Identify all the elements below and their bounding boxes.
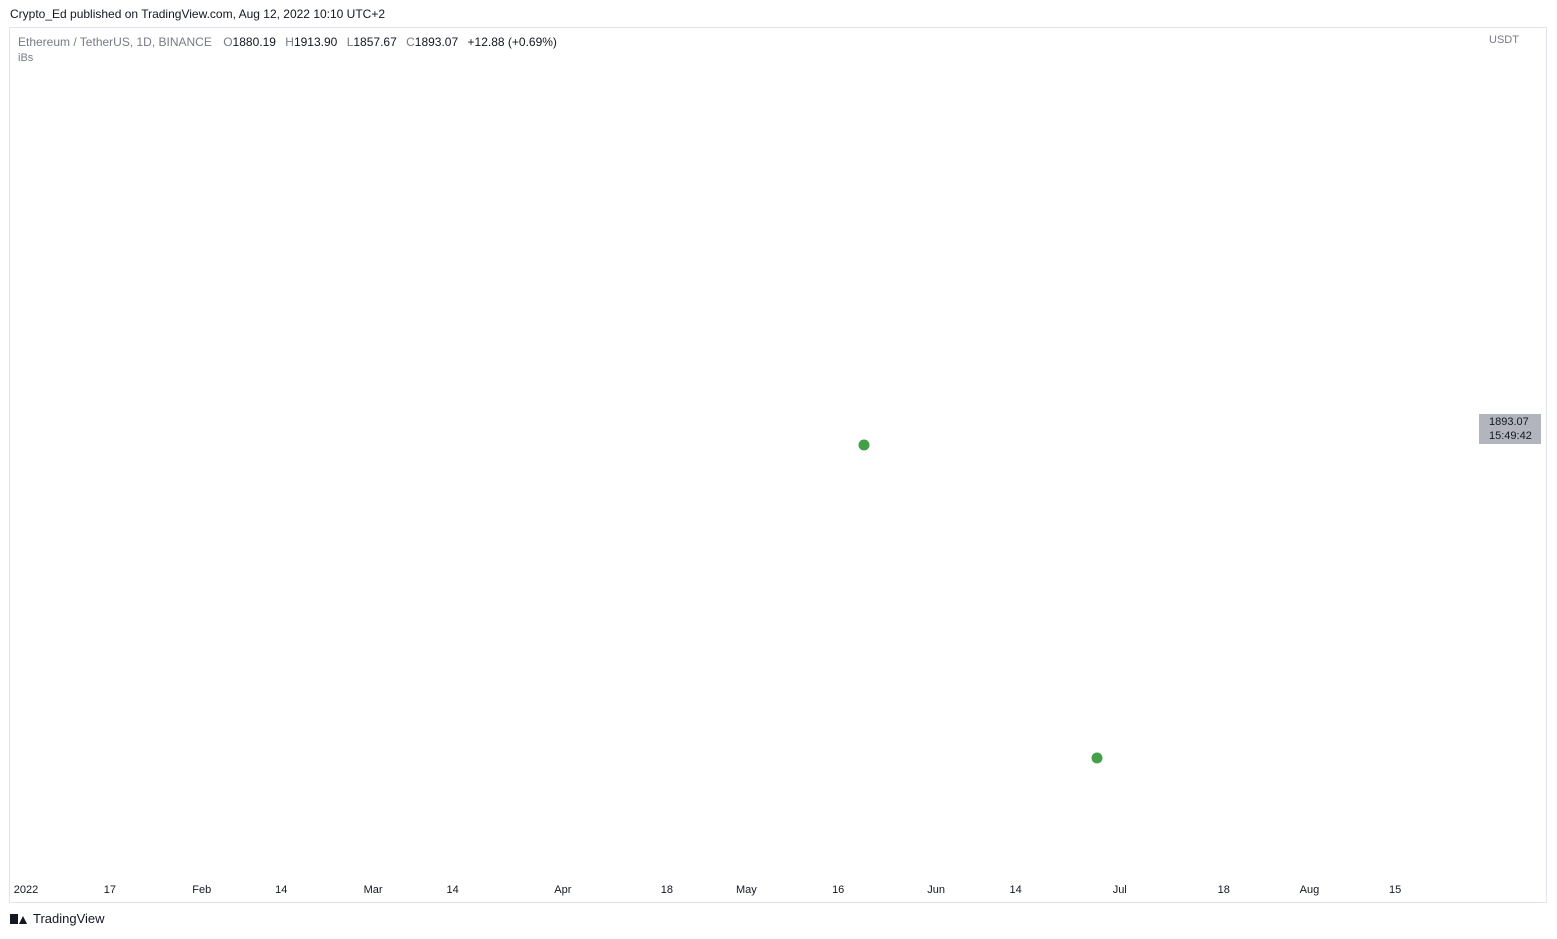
high-label: H xyxy=(285,35,294,49)
x-tick-label: May xyxy=(736,884,757,896)
low-label: L xyxy=(346,35,354,49)
x-tick-label: Jul xyxy=(1113,884,1127,896)
currency-label[interactable]: USDT xyxy=(1489,34,1519,46)
footer-brand[interactable]: TradingView xyxy=(10,911,105,926)
x-tick-label: Apr xyxy=(554,884,571,896)
bar-countdown: 15:49:42 xyxy=(1489,430,1532,442)
x-tick-label: 17 xyxy=(104,884,116,896)
close-value: 1893.07 xyxy=(414,35,459,49)
low-value: 1857.67 xyxy=(353,35,397,49)
tradingview-logo-icon xyxy=(10,913,28,925)
symbol-title: Ethereum / TetherUS, 1D, BINANCE xyxy=(18,35,212,49)
last-price-tag: 1893.07 15:49:42 xyxy=(1479,414,1541,444)
green-low-dot xyxy=(858,439,870,451)
brand-name: TradingView xyxy=(33,911,105,926)
close-label: C xyxy=(406,35,415,49)
x-tick-label: 16 xyxy=(832,884,844,896)
open-label: O xyxy=(223,35,233,49)
x-tick-label: 18 xyxy=(1218,884,1230,896)
open-value: 1880.19 xyxy=(232,35,276,49)
x-tick-label: 18 xyxy=(661,884,673,896)
change-value: +12.88 (+0.69%) xyxy=(467,35,557,49)
x-tick-label: Mar xyxy=(364,884,383,896)
x-tick-label: 15 xyxy=(1389,884,1401,896)
x-tick-label: 14 xyxy=(1010,884,1022,896)
chart-frame xyxy=(9,27,1547,903)
x-tick-label: 14 xyxy=(275,884,287,896)
last-price-value: 1893.07 xyxy=(1489,416,1529,428)
x-tick-label: 14 xyxy=(447,884,459,896)
high-value: 1913.90 xyxy=(293,35,338,49)
x-tick-label: 2022 xyxy=(14,884,38,896)
x-tick-label: Jun xyxy=(927,884,945,896)
symbol-legend[interactable]: Ethereum / TetherUS, 1D, BINANCE O1880.1… xyxy=(18,35,563,49)
green-low-dot xyxy=(1091,752,1103,764)
x-tick-label: Feb xyxy=(192,884,211,896)
indicator-label[interactable]: iBs xyxy=(18,52,34,64)
publisher-caption: Crypto_Ed published on TradingView.com, … xyxy=(10,7,386,21)
x-tick-label: Aug xyxy=(1300,884,1320,896)
